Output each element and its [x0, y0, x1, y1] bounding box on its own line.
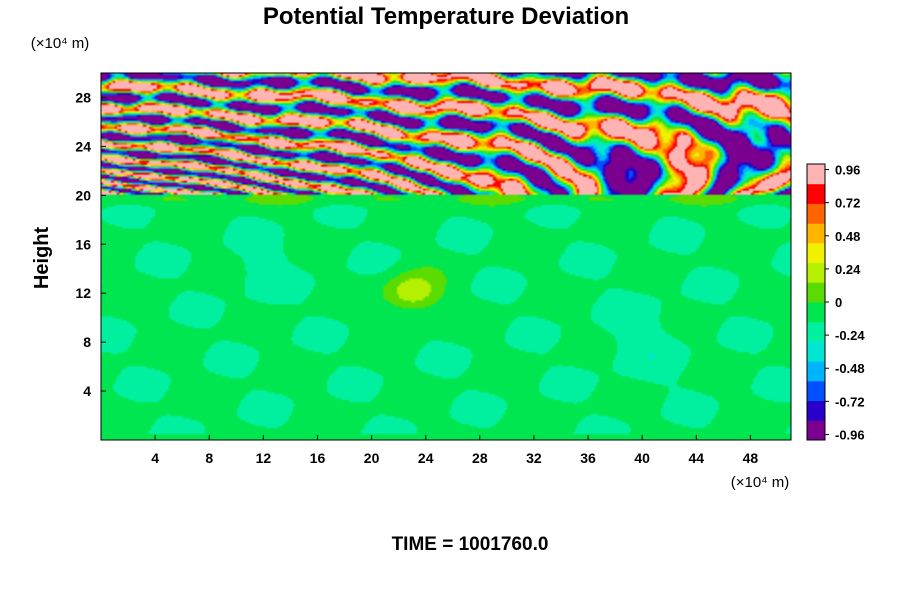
colorbar-band: [807, 282, 825, 303]
x-tick-label: 8: [205, 450, 213, 466]
y-tick-label: 16: [75, 236, 91, 252]
colorbar-tick-label: -0.96: [835, 427, 865, 442]
colorbar-band: [807, 380, 825, 402]
y-tick-label: 4: [83, 383, 91, 399]
y-axis: 4 8 12 16 20 24 28: [75, 89, 106, 399]
x-tick-label: 40: [634, 450, 650, 466]
colorbar-tick-label: -0.48: [835, 361, 865, 376]
colorbar-band: [807, 242, 825, 264]
colorbar-tick-label: 0: [835, 295, 842, 310]
x-tick-label: 24: [418, 450, 434, 466]
x-tick-label: 48: [743, 450, 759, 466]
colorbar-band: [807, 361, 825, 382]
y-axis-label: Height: [31, 227, 53, 290]
colorbar-band: [807, 341, 825, 362]
colorbar-band: [807, 203, 825, 224]
colorbar: 0.96 0.72 0.48 0.24 0 -0.24 -0.48 -0.72 -0.96: [806, 163, 865, 442]
y-unit-label: (×10⁴ m): [31, 35, 90, 52]
chart-title: Potential Temperature Deviation: [263, 3, 629, 30]
time-caption: TIME = 1001760.0: [392, 534, 549, 555]
y-tick-label: 20: [75, 187, 91, 203]
x-tick-label: 12: [256, 450, 272, 466]
colorbar-band: [807, 183, 825, 204]
x-tick-label: 28: [472, 450, 488, 466]
colorbar-tick-label: -0.72: [835, 394, 865, 409]
x-tick-label: 4: [151, 450, 159, 466]
y-tick-label: 24: [75, 138, 91, 154]
x-tick-label: 16: [310, 450, 326, 466]
x-tick-label: 36: [580, 450, 596, 466]
colorbar-band: [807, 420, 825, 441]
heatmap-field: [101, 73, 791, 440]
x-tick-label: 20: [364, 450, 380, 466]
colorbar-tick-label: 0.48: [835, 229, 860, 244]
colorbar-tick-label: 0.24: [835, 262, 861, 277]
colorbar-band: [807, 302, 825, 323]
y-tick-label: 8: [83, 334, 91, 350]
x-tick-label: 44: [689, 450, 705, 466]
colorbar-band: [807, 321, 825, 342]
y-tick-label: 12: [75, 285, 91, 301]
colorbar-tick-label: -0.24: [835, 328, 865, 343]
colorbar-band: [807, 400, 825, 421]
colorbar-tick-label: 0.72: [835, 196, 860, 211]
y-tick-label: 28: [75, 89, 91, 105]
colorbar-band: [807, 164, 825, 185]
colorbar-tick-label: 0.96: [835, 163, 860, 178]
x-tick-label: 32: [526, 450, 542, 466]
colorbar-band: [807, 223, 825, 244]
plot-area: [100, 72, 792, 441]
x-unit-label: (×10⁴ m): [731, 474, 790, 491]
colorbar-band: [807, 262, 825, 283]
x-axis: 4 8 12 16 20 24 28 32 36 40 44 48: [151, 435, 758, 466]
plot-frame: [100, 72, 792, 441]
